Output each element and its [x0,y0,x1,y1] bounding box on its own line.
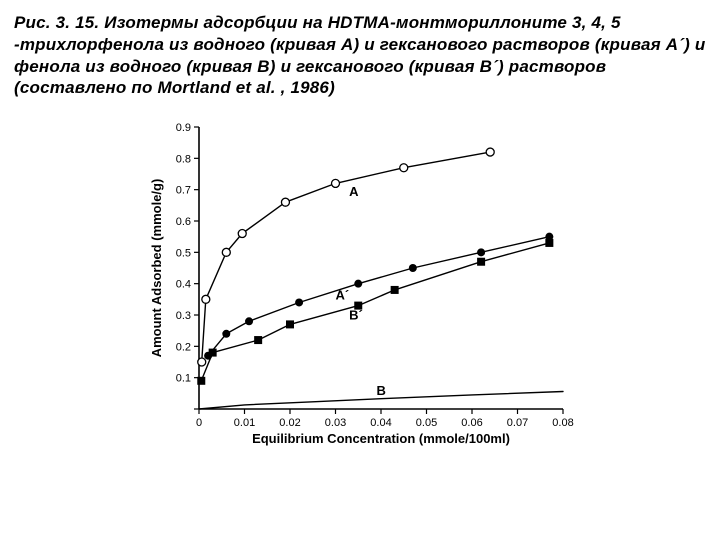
figure-caption: Рис. 3. 15. Изотермы адсорбции на HDTMA-… [0,0,720,99]
svg-text:0.8: 0.8 [176,153,191,165]
svg-text:0.4: 0.4 [176,279,191,291]
svg-text:A: A [349,184,359,199]
svg-text:B: B [376,383,385,398]
svg-text:0.08: 0.08 [552,417,573,429]
svg-text:0.06: 0.06 [461,417,482,429]
svg-text:0.01: 0.01 [234,417,255,429]
svg-text:0.05: 0.05 [416,417,437,429]
svg-text:0.7: 0.7 [176,185,191,197]
svg-text:0.6: 0.6 [176,216,191,228]
svg-text:A´: A´ [336,287,350,302]
svg-text:0.02: 0.02 [279,417,300,429]
svg-text:0.2: 0.2 [176,341,191,353]
svg-text:0.9: 0.9 [176,122,191,134]
svg-text:Amount Adsorbed (mmole/g): Amount Adsorbed (mmole/g) [149,179,164,358]
svg-text:Equilibrium Concentration (mmo: Equilibrium Concentration (mmole/100ml) [252,431,510,446]
adsorption-isotherm-chart: 0.1 0.2 0.3 0.4 0.5 0.6 0.7 0.8 0.9 0 0.01 0.02 0.03… [145,117,575,457]
svg-text:0.3: 0.3 [176,310,191,322]
svg-text:0: 0 [196,417,202,429]
chart-svg: 0.1 0.2 0.3 0.4 0.5 0.6 0.7 0.8 0.9 0 0.01 0.02 0.03… [145,117,575,457]
svg-text:0.07: 0.07 [507,417,528,429]
svg-text:B´: B´ [349,308,363,323]
chart-container: 0.1 0.2 0.3 0.4 0.5 0.6 0.7 0.8 0.9 0 0.01 0.02 0.03… [0,117,720,457]
svg-text:0.04: 0.04 [370,417,391,429]
svg-text:0.1: 0.1 [176,373,191,385]
svg-text:0.03: 0.03 [325,417,346,429]
svg-text:0.5: 0.5 [176,247,191,259]
